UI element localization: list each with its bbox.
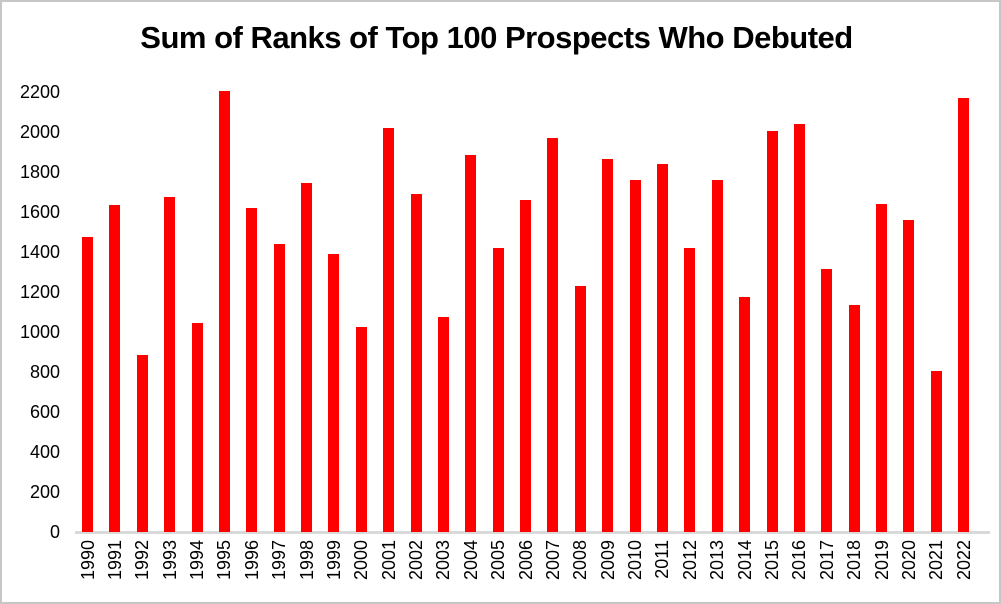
x-axis-label-1992: 1992: [132, 540, 153, 581]
x-axis-label-2009: 2009: [597, 540, 618, 581]
bar-2006: [520, 200, 531, 532]
x-axis-label-2020: 2020: [898, 540, 919, 581]
y-tick-label-1200: 1200: [19, 282, 60, 302]
bar-2019: [876, 204, 887, 532]
y-tick-label-1800: 1800: [19, 162, 60, 182]
x-axis-label-2004: 2004: [460, 540, 481, 581]
x-axis-label-1994: 1994: [187, 540, 208, 581]
x-axis-label-1993: 1993: [159, 540, 180, 581]
bar-2013: [712, 180, 723, 532]
bar-2021: [931, 371, 942, 532]
x-axis-label-1990: 1990: [77, 540, 98, 581]
bar-2008: [575, 286, 586, 532]
bar-1994: [192, 323, 203, 532]
x-axis-label-1991: 1991: [104, 540, 125, 581]
y-tick-label-1000: 1000: [19, 322, 60, 342]
bar-2005: [493, 248, 504, 532]
bar-1998: [301, 183, 312, 532]
y-tick-label-600: 600: [29, 402, 60, 422]
bar-2022: [958, 98, 969, 532]
x-axis-label-2010: 2010: [625, 540, 646, 581]
y-tick-label-800: 800: [29, 362, 60, 382]
x-axis-label-1999: 1999: [323, 540, 344, 581]
bar-2016: [794, 124, 805, 532]
bar-1993: [164, 197, 175, 532]
bar-1990: [82, 237, 93, 532]
x-axis-label-2022: 2022: [953, 540, 974, 581]
bar-2003: [438, 317, 449, 532]
bar-2011: [657, 164, 668, 532]
bar-2012: [684, 248, 695, 532]
x-axis-label-2001: 2001: [378, 540, 399, 581]
x-axis-label-2008: 2008: [570, 540, 591, 581]
x-axis-label-2016: 2016: [789, 540, 810, 581]
bar-2004: [465, 155, 476, 532]
x-axis-label-2000: 2000: [351, 540, 372, 581]
bar-1999: [328, 254, 339, 532]
x-axis-label-2002: 2002: [406, 540, 427, 581]
bar-2020: [903, 220, 914, 532]
x-axis-label-2013: 2013: [707, 540, 728, 581]
x-axis-label-2015: 2015: [762, 540, 782, 581]
bar-1996: [246, 208, 257, 532]
x-axis-label-2005: 2005: [488, 540, 509, 581]
x-axis-label-2012: 2012: [679, 540, 700, 581]
bar-2002: [411, 194, 422, 532]
x-axis-label-1996: 1996: [241, 540, 262, 581]
bar-2014: [739, 297, 750, 532]
bar-1991: [109, 205, 120, 532]
x-axis-label-2003: 2003: [433, 540, 454, 581]
y-tick-label-1400: 1400: [19, 242, 60, 262]
y-tick-label-1600: 1600: [19, 202, 60, 222]
y-tick-label-2000: 2000: [19, 122, 60, 142]
x-axis-label-1998: 1998: [296, 540, 317, 581]
x-axis-label-1995: 1995: [214, 540, 235, 581]
x-axis-label-2017: 2017: [816, 540, 837, 581]
x-axis-label-1997: 1997: [269, 540, 290, 581]
y-tick-label-200: 200: [29, 482, 60, 502]
bar-2010: [630, 180, 641, 532]
bar-1992: [137, 355, 148, 532]
x-axis-label-2007: 2007: [542, 540, 563, 581]
bar-2001: [383, 128, 394, 532]
bar-1995: [219, 91, 230, 532]
x-axis-label-2011: 2011: [652, 540, 673, 579]
bar-2007: [547, 138, 558, 532]
bar-1997: [274, 244, 285, 532]
bar-2000: [356, 327, 367, 532]
x-axis-line: [75, 531, 990, 534]
x-axis-label-2019: 2019: [871, 540, 892, 581]
y-tick-label-400: 400: [29, 442, 60, 462]
bar-2015: [767, 131, 778, 532]
x-axis-label-2014: 2014: [734, 540, 755, 581]
y-tick-label-0: 0: [49, 522, 60, 542]
chart-title: Sum of Ranks of Top 100 Prospects Who De…: [140, 20, 853, 55]
x-axis-label-2018: 2018: [844, 540, 865, 581]
x-axis-label-2021: 2021: [926, 540, 947, 581]
bar-2018: [849, 305, 860, 532]
bar-2009: [602, 159, 613, 532]
y-tick-label-2200: 2200: [19, 82, 60, 102]
bar-2017: [821, 269, 832, 532]
x-axis-label-2006: 2006: [515, 540, 536, 581]
